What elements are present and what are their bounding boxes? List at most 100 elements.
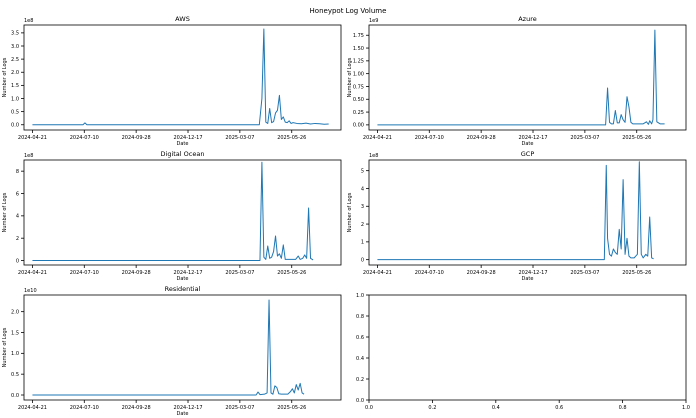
- x-tick-label: 0.8: [619, 405, 627, 411]
- x-tick-label: 2024-04-21: [18, 135, 47, 141]
- axes-frame: [23, 24, 342, 131]
- y-tick-label: 0.75: [353, 84, 364, 90]
- y-tick-label: 1.0: [356, 293, 364, 299]
- x-tick-label: 2025-03-07: [225, 270, 254, 276]
- subplot-title: Digital Ocean: [161, 150, 205, 158]
- y-offset-text: 1e8: [369, 153, 378, 159]
- x-tick-label: 0.0: [365, 405, 373, 411]
- x-tick-label: 2024-07-10: [415, 135, 444, 141]
- y-tick-label: 0.2: [356, 377, 364, 383]
- y-tick-label: 0.8: [356, 314, 364, 320]
- x-tick-label: 2024-09-28: [122, 405, 151, 411]
- x-tick-label: 0.6: [555, 405, 563, 411]
- subplot-4: 2024-04-21 2024-07-10 2024-09-28 2024-12-17…: [347, 150, 687, 282]
- x-tick-label: 2025-03-07: [570, 135, 599, 141]
- y-tick-label: 0.6: [356, 335, 364, 341]
- y-tick-label: 3.5: [11, 31, 19, 37]
- x-axis-label: Date: [177, 276, 189, 282]
- y-tick-label: 2: [361, 222, 364, 228]
- x-tick-label: 2024-07-10: [70, 270, 99, 276]
- x-tick-label: 2024-12-17: [518, 270, 547, 276]
- x-axis-label: Date: [177, 141, 189, 147]
- y-offset-text: 1e9: [369, 18, 378, 24]
- x-tick-label: 2024-04-21: [18, 405, 47, 411]
- x-tick-label: 2024-09-28: [122, 270, 151, 276]
- y-tick-label: 1: [361, 240, 364, 246]
- y-tick-label: 0.0: [11, 393, 19, 399]
- x-tick-label: 2025-05-26: [622, 135, 651, 141]
- y-tick-label: 5: [361, 168, 364, 174]
- x-tick-label: 2025-05-26: [277, 270, 306, 276]
- x-axis-label: Date: [177, 411, 189, 417]
- y-tick-label: 4: [361, 186, 364, 192]
- series-line: [32, 28, 329, 126]
- y-tick-label: 0.5: [11, 109, 19, 115]
- subplot-2: 2024-04-21 2024-07-10 2024-09-28 2024-12-17…: [347, 15, 687, 147]
- series-line: [377, 161, 654, 261]
- y-tick-label: 1.75: [353, 33, 364, 39]
- x-tick-label: 2024-12-17: [518, 135, 547, 141]
- y-axis-label: Number of Logs: [2, 192, 8, 232]
- y-tick-label: 2.5: [11, 57, 19, 63]
- y-tick-label: 0.0: [356, 398, 364, 404]
- y-axis-label: Number of Logs: [2, 327, 8, 367]
- y-tick-label: 2: [16, 236, 19, 242]
- y-tick-label: 2.0: [11, 309, 19, 315]
- y-tick-label: 1.00: [353, 71, 364, 77]
- y-tick-label: 8: [16, 169, 19, 175]
- y-tick-label: 0.5: [11, 372, 19, 378]
- subplot-5: 2024-04-21 2024-07-10 2024-09-28 2024-12-17…: [2, 285, 342, 417]
- y-tick-label: 3.0: [11, 44, 19, 50]
- series-line: [32, 299, 305, 396]
- subplot-3: 2024-04-21 2024-07-10 2024-09-28 2024-12-17…: [2, 150, 342, 282]
- y-axis-label: Number of Logs: [347, 57, 353, 97]
- subplot-1: 2024-04-21 2024-07-10 2024-09-28 2024-12-17…: [2, 15, 342, 147]
- x-tick-label: 2024-09-28: [467, 270, 496, 276]
- y-tick-label: 1.5: [11, 330, 19, 336]
- subplot-6: 0.0 0.2 0.4 0.6 0.8 1.0 0.0 0.2 0.4 0.6 0.8 1.0: [356, 293, 690, 411]
- series-line: [32, 161, 314, 262]
- y-offset-text: 1e8: [24, 18, 33, 24]
- axes-frame: [368, 159, 687, 266]
- y-tick-label: 1.5: [11, 83, 19, 89]
- y-axis-label: Number of Logs: [2, 57, 8, 97]
- series-line: [377, 29, 665, 126]
- x-axis-label: Date: [522, 141, 534, 147]
- y-tick-label: 1.0: [11, 351, 19, 357]
- figure-title: Honeypot Log Volume: [310, 7, 387, 15]
- subplot-title: Azure: [518, 15, 537, 23]
- y-tick-label: 0: [361, 257, 364, 263]
- axes-frame: [23, 294, 342, 401]
- x-tick-label: 2025-05-26: [277, 405, 306, 411]
- y-tick-label: 0.00: [353, 123, 364, 129]
- x-tick-label: 2024-04-21: [363, 135, 392, 141]
- x-tick-label: 2024-07-10: [70, 405, 99, 411]
- y-tick-label: 1.25: [353, 59, 364, 65]
- x-tick-label: 0.2: [428, 405, 436, 411]
- x-tick-label: 2024-09-28: [122, 135, 151, 141]
- subplot-title: Residential: [165, 285, 201, 293]
- y-tick-label: 1.0: [11, 96, 19, 102]
- y-tick-label: 2.0: [11, 70, 19, 76]
- y-offset-text: 1e10: [24, 288, 37, 294]
- x-tick-label: 2024-07-10: [415, 270, 444, 276]
- x-tick-label: 2024-04-21: [363, 270, 392, 276]
- x-tick-label: 1.0: [682, 405, 690, 411]
- x-tick-label: 2024-12-17: [173, 270, 202, 276]
- y-tick-label: 4: [16, 214, 19, 220]
- x-tick-label: 2025-05-26: [277, 135, 306, 141]
- x-tick-label: 2024-12-17: [173, 135, 202, 141]
- y-tick-label: 3: [361, 204, 364, 210]
- y-tick-label: 0: [16, 258, 19, 264]
- x-tick-label: 2025-03-07: [225, 135, 254, 141]
- x-tick-label: 2025-03-07: [570, 270, 599, 276]
- x-tick-label: 2024-12-17: [173, 405, 202, 411]
- subplot-title: AWS: [175, 15, 190, 23]
- y-tick-label: 0.0: [11, 123, 19, 129]
- subplot-title: GCP: [521, 150, 535, 158]
- x-tick-label: 2025-03-07: [225, 405, 254, 411]
- x-tick-label: 0.4: [492, 405, 500, 411]
- x-tick-label: 2024-09-28: [467, 135, 496, 141]
- y-tick-label: 0.25: [353, 110, 364, 116]
